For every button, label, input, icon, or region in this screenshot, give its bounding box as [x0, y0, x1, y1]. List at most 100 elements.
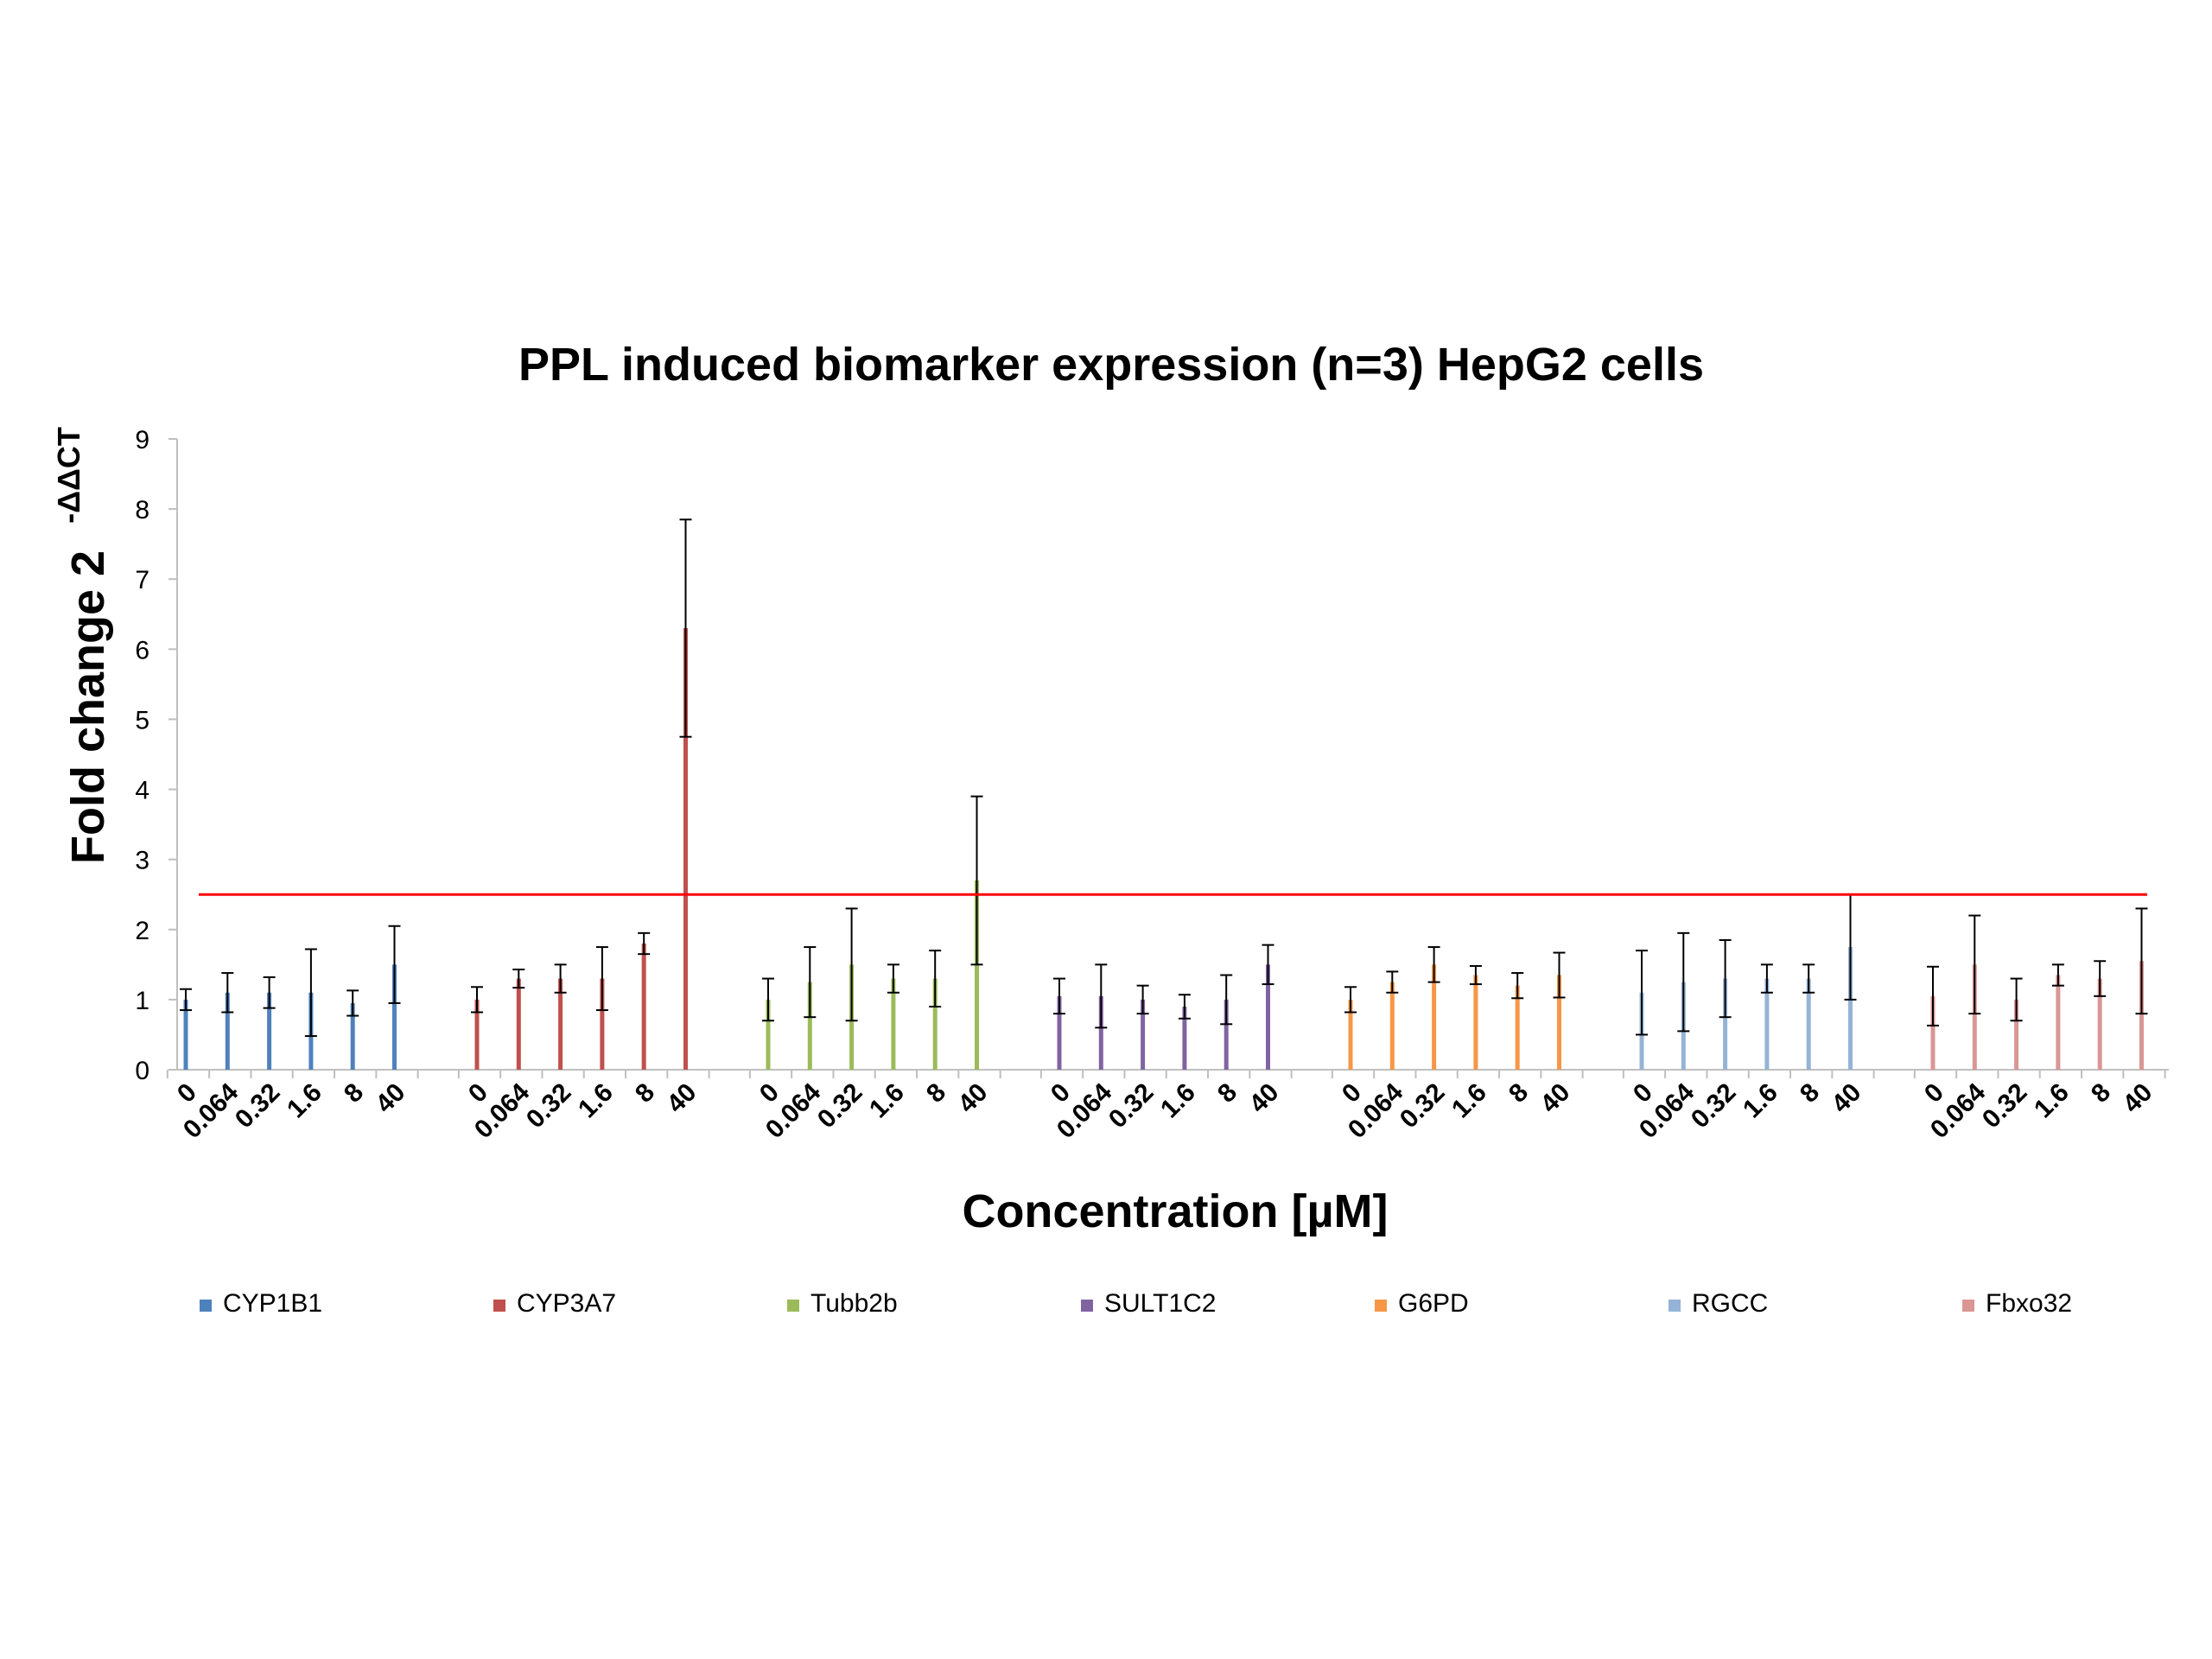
svg-text:Fold change 2 -ΔΔCT: Fold change 2 -ΔΔCT — [51, 427, 114, 864]
x-tick-label: 0.32 — [521, 1078, 577, 1135]
bar — [1432, 964, 1437, 1070]
y-axis-label-exponent: -ΔΔCT — [51, 427, 86, 524]
bar — [1764, 978, 1770, 1070]
x-tick-label: 40 — [1827, 1078, 1867, 1119]
x-tick-label: 40 — [1535, 1078, 1576, 1119]
x-tick-label: 1.6 — [573, 1078, 619, 1124]
x-tick-label: 0.32 — [1977, 1078, 2033, 1135]
bar — [392, 964, 397, 1070]
bar — [1723, 978, 1728, 1070]
bar — [766, 999, 771, 1070]
y-tick-label: 4 — [135, 777, 149, 805]
bar — [350, 1002, 355, 1070]
legend-swatch — [1375, 1300, 1387, 1312]
bar — [558, 978, 563, 1070]
bar — [1182, 1007, 1187, 1070]
x-tick-label: 8 — [1212, 1078, 1243, 1109]
legend-label: Tubb2b — [810, 1289, 898, 1318]
chart-title: PPL induced biomarker expression (n=3) H… — [518, 339, 1704, 391]
bar — [975, 880, 979, 1070]
y-tick-label: 9 — [135, 426, 149, 454]
y-axis-label: Fold change 2 -ΔΔCT — [51, 427, 114, 864]
bar — [1348, 999, 1353, 1070]
bar — [1224, 999, 1229, 1070]
y-tick-label: 8 — [135, 496, 149, 524]
bar — [1141, 999, 1146, 1070]
bar — [516, 978, 521, 1070]
x-tick-label: 0.32 — [1395, 1078, 1451, 1135]
y-tick-label: 1 — [135, 987, 149, 1015]
legend: CYP1B1 CYP3A7 Tubb2b SULT1C2 G6PD RGCC Fbxo32 — [200, 1289, 2072, 1318]
y-tick-label: 0 — [135, 1057, 149, 1085]
y-axis-label-main: Fold change 2 — [62, 550, 114, 864]
bar — [2139, 961, 2144, 1070]
bar — [225, 992, 230, 1070]
bar — [1972, 964, 1977, 1070]
legend-swatch — [1081, 1300, 1093, 1312]
x-tick-label: 1.6 — [864, 1078, 910, 1124]
bar — [183, 999, 188, 1070]
x-tick-label: 0.32 — [1103, 1078, 1160, 1135]
y-tick-label: 7 — [135, 566, 149, 594]
bar — [1473, 975, 1478, 1070]
x-tick-label: 8 — [2086, 1078, 2116, 1109]
legend-swatch — [1962, 1300, 1974, 1312]
x-tick-label: 0.32 — [230, 1078, 286, 1135]
legend-label: G6PD — [1398, 1289, 1469, 1318]
legend-swatch — [200, 1300, 212, 1312]
x-tick-label: 40 — [2118, 1078, 2158, 1119]
x-axis-label: Concentration [µM] — [962, 1185, 1388, 1237]
x-tick-label: 40 — [953, 1078, 994, 1119]
bar — [267, 992, 272, 1070]
bar — [2097, 978, 2102, 1070]
y-tick-label: 2 — [135, 917, 149, 945]
bar — [1057, 995, 1062, 1070]
legend-label: CYP3A7 — [517, 1289, 616, 1318]
x-tick-label: 1.6 — [1738, 1078, 1783, 1124]
x-tick-label: 8 — [1503, 1078, 1534, 1109]
x-tick-label: 40 — [371, 1078, 411, 1119]
legend-swatch — [787, 1300, 799, 1312]
bar — [2014, 999, 2019, 1070]
x-tick-label: 8 — [630, 1078, 660, 1109]
legend-swatch — [1669, 1300, 1681, 1312]
x-tick-label: 40 — [1244, 1078, 1285, 1119]
y-tick-label: 3 — [135, 847, 149, 875]
bar — [1389, 982, 1395, 1070]
y-tick-label: 6 — [135, 636, 149, 664]
x-tick-label: 8 — [921, 1078, 951, 1109]
x-tick-label: 8 — [1795, 1078, 1825, 1109]
bar — [600, 978, 605, 1070]
bar — [1848, 947, 1853, 1070]
x-tick-label: 8 — [339, 1078, 369, 1109]
bar — [1266, 964, 1270, 1070]
bar — [1098, 995, 1103, 1070]
x-tick-label: 0.32 — [1686, 1078, 1742, 1135]
legend-label: CYP1B1 — [223, 1289, 322, 1318]
bar — [932, 978, 938, 1070]
x-tick-label: 0.32 — [812, 1078, 868, 1135]
legend-label: Fbxo32 — [1986, 1289, 2072, 1318]
bar — [891, 978, 896, 1070]
x-tick-label: 1.6 — [1155, 1078, 1201, 1124]
x-tick-label: 1.6 — [2029, 1078, 2075, 1124]
bar — [1557, 975, 1561, 1070]
x-tick-label: 1.6 — [282, 1078, 327, 1124]
bar — [474, 999, 480, 1070]
legend-label: RGCC — [1692, 1289, 1768, 1318]
bar — [1806, 978, 1811, 1070]
bar — [807, 982, 812, 1070]
bar — [1930, 995, 1936, 1070]
legend-swatch — [493, 1300, 505, 1312]
bar — [1515, 985, 1520, 1070]
bar — [641, 944, 646, 1070]
y-tick-label: 5 — [135, 706, 149, 734]
x-tick-label: 40 — [662, 1078, 702, 1119]
bar — [2056, 975, 2061, 1070]
bar — [683, 628, 688, 1070]
x-tick-label: 1.6 — [1446, 1078, 1492, 1124]
legend-label: SULT1C2 — [1104, 1289, 1217, 1318]
